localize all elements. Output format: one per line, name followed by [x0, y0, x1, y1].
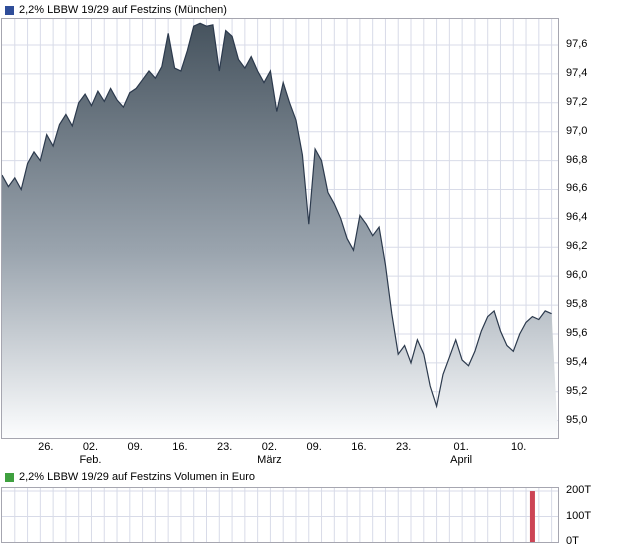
price-xtick-month-label: März	[257, 454, 282, 466]
price-xtick-label: 02.	[261, 441, 278, 453]
price-ytick-label: 95,4	[566, 355, 588, 368]
price-xtick-label: 16.	[172, 441, 188, 453]
volume-series-swatch-icon	[5, 472, 14, 482]
price-xtick-label: 01.	[453, 441, 469, 453]
volume-chart-canvas[interactable]	[2, 488, 558, 542]
price-xtick-label: 09.	[306, 441, 322, 453]
price-ytick-label: 97,2	[566, 95, 588, 108]
price-xtick-label: 16.	[351, 441, 367, 453]
price-chart-canvas[interactable]	[2, 19, 558, 438]
volume-chart-plot-area	[1, 487, 559, 543]
price-xtick-month-label: April	[450, 454, 473, 466]
volume-chart-title: 2,2% LBBW 19/29 auf Festzins Volumen in …	[19, 471, 256, 483]
volume-ytick-label: 0T	[566, 535, 579, 547]
price-ytick-label: 95,8	[566, 298, 588, 311]
price-xtick-label: 09.	[127, 441, 143, 453]
price-ytick-label: 95,6	[566, 326, 588, 339]
price-chart-legend: 2,2% LBBW 19/29 auf Festzins (München)	[5, 4, 227, 16]
price-ytick-label: 96,8	[566, 153, 588, 166]
price-xtick-label: 23.	[217, 441, 233, 453]
price-ytick-label: 97,4	[566, 66, 588, 79]
price-ytick-label: 96,6	[566, 182, 588, 195]
price-ytick-label: 96,2	[566, 240, 588, 253]
price-xtick-label: 23.	[395, 441, 412, 453]
price-ytick-label: 97,0	[566, 124, 588, 137]
price-xtick-month-label: Feb.	[79, 454, 102, 466]
price-chart-plot-area	[1, 18, 559, 439]
volume-ytick-label: 200T	[566, 484, 592, 497]
price-xtick-label: 10.	[510, 441, 527, 453]
price-ytick-label: 96,4	[566, 211, 588, 224]
price-x-axis: 26. 02. Feb. 09. 16. 23. 02. März 09. 16. 23. 01. Ap…	[1, 442, 559, 470]
price-series-swatch-icon	[5, 5, 14, 15]
price-ytick-label: 95,2	[566, 384, 588, 397]
price-xtick-label: 26.	[38, 441, 54, 453]
volume-chart-legend: 2,2% LBBW 19/29 auf Festzins Volumen in …	[5, 471, 255, 483]
price-chart-title: 2,2% LBBW 19/29 auf Festzins (München)	[19, 4, 227, 16]
price-xtick-label: 02.	[82, 441, 99, 453]
price-ytick-label: 96,0	[566, 269, 588, 282]
volume-ytick-label: 100T	[566, 509, 592, 522]
price-ytick-label: 95,0	[566, 413, 588, 426]
price-ytick-label: 97,6	[566, 38, 588, 50]
